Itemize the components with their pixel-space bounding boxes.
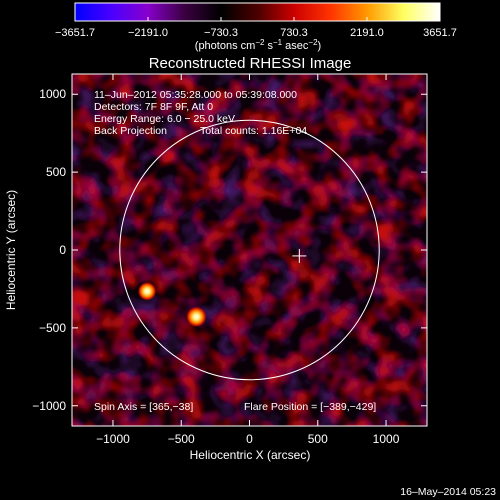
- x-axis-ticks: −1000 −500 0 500 1000: [96, 74, 400, 446]
- colorbar: −3651.7 −2191.0 −730.3 730.3 2191.0 3651.7 (p…: [55, 2, 457, 52]
- time-range-text: 11–Jun–2012 05:35:28.000 to 05:39:08.000: [94, 89, 297, 101]
- x-tick-label: −500: [168, 432, 195, 446]
- y-tick-label: −500: [39, 321, 66, 335]
- flare-position-text: Flare Position = [−389,−429]: [244, 401, 376, 413]
- x-axis-label: Heliocentric X (arcsec): [190, 448, 311, 462]
- colorbar-tick-label: −730.3: [204, 27, 238, 39]
- plot-area: −1000 −500 0 500 1000 −1000 −500 0 500 1000: [32, 73, 428, 446]
- x-tick-label: −1000: [96, 432, 130, 446]
- method-text: Back Projection: [94, 125, 167, 137]
- solar-disk: [119, 119, 380, 381]
- y-axis-ticks: −1000 −500 0 500 1000: [32, 87, 427, 413]
- source-blob: [186, 306, 207, 327]
- chart-title: Reconstructed RHESSI Image: [149, 55, 352, 72]
- spin-axis-marker: [292, 248, 307, 263]
- footer-date: 16–May–2014 05:23: [400, 486, 496, 498]
- colorbar-units: (photons cm−2 s−1 asec−2): [195, 38, 321, 52]
- detectors-text: Detectors: 7F 8F 9F, Att 0: [94, 101, 213, 113]
- source-blob: [137, 282, 157, 301]
- colorbar-ticks: −3651.7 −2191.0 −730.3 730.3 2191.0 3651.7: [55, 17, 457, 39]
- image-noise: [72, 74, 427, 426]
- y-tick-label: 500: [46, 165, 66, 179]
- energy-range-text: Energy Range: 6.0 − 25.0 keV: [94, 113, 235, 125]
- x-tick-label: 0: [246, 432, 253, 446]
- colorbar-tick-label: 3651.7: [423, 27, 457, 39]
- y-tick-label: 1000: [39, 87, 66, 101]
- annotations: 11–Jun–2012 05:35:28.000 to 05:39:08.000…: [94, 89, 376, 413]
- colorbar-tick-label: 730.3: [280, 27, 308, 39]
- colorbar-gradient: [74, 2, 441, 22]
- x-tick-label: 500: [308, 432, 328, 446]
- colorbar-tick-label: −2191.0: [128, 27, 168, 39]
- total-counts-text: Total counts: 1.16E+04: [200, 125, 307, 137]
- colorbar-tick-label: −3651.7: [55, 27, 95, 39]
- x-tick-label: 1000: [373, 432, 400, 446]
- colorbar-tick-label: 2191.0: [350, 27, 384, 39]
- sources-layer: [137, 282, 207, 327]
- spin-axis-text: Spin Axis = [365,−38]: [94, 401, 193, 413]
- y-tick-label: −1000: [32, 399, 66, 413]
- y-axis-label: Heliocentric Y (arcsec): [4, 190, 18, 310]
- y-tick-label: 0: [59, 243, 66, 257]
